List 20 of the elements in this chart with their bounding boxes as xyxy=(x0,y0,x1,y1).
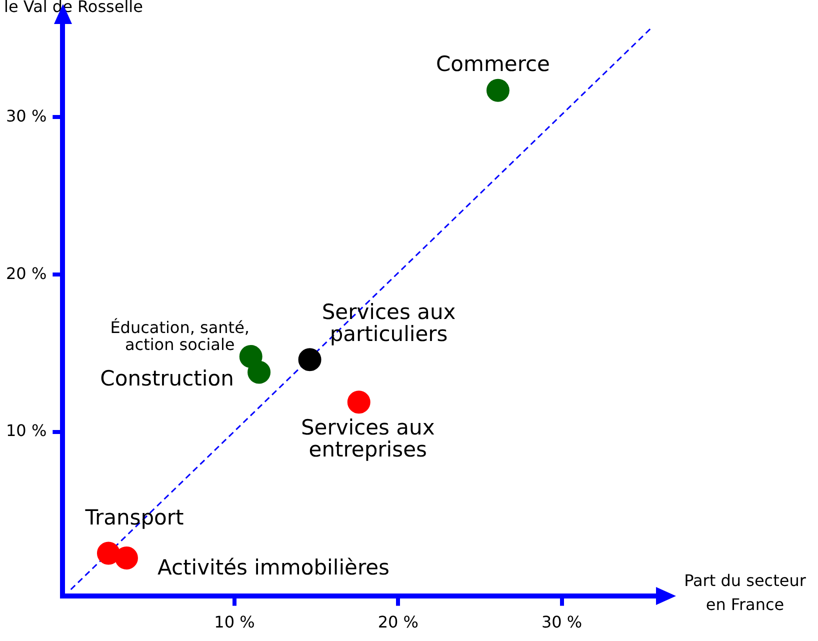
point xyxy=(248,360,271,384)
point xyxy=(96,542,120,565)
y-tick-label: 30 % xyxy=(6,106,47,126)
annotation: Activités immobilières xyxy=(157,555,390,580)
y-tick-label: 20 % xyxy=(6,264,47,283)
annotation: Services aux particuliers xyxy=(322,300,456,346)
point xyxy=(347,390,370,414)
x-tick-label: 20 % xyxy=(378,612,418,632)
point xyxy=(114,546,138,570)
point xyxy=(298,348,322,372)
annotation: Éducation, santé, action sociale xyxy=(110,318,250,354)
x-axis-title: Part du secteur en France xyxy=(684,570,806,614)
annotation: Transport xyxy=(84,506,184,530)
annotation: Commerce xyxy=(436,52,550,76)
point xyxy=(486,78,510,102)
x-tick-label: 10 % xyxy=(214,612,255,632)
annotation: Construction xyxy=(100,366,234,391)
annotation: Services aux entreprises xyxy=(300,416,435,462)
y-tick-label: 10 % xyxy=(6,421,47,440)
x-tick-label: 30 % xyxy=(541,612,582,632)
